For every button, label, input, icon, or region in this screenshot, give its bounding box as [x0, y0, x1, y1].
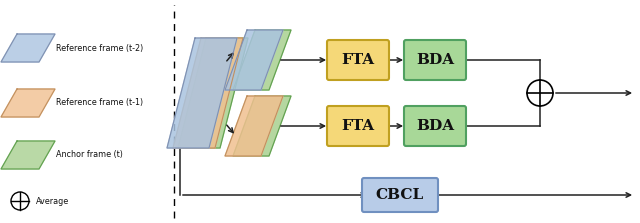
Polygon shape — [167, 38, 237, 148]
Text: CBCL: CBCL — [376, 188, 424, 202]
Polygon shape — [225, 96, 283, 156]
Polygon shape — [173, 38, 243, 148]
FancyBboxPatch shape — [327, 106, 389, 146]
Polygon shape — [233, 96, 291, 156]
Polygon shape — [1, 89, 55, 117]
FancyBboxPatch shape — [404, 106, 466, 146]
Text: Reference frame (t-1): Reference frame (t-1) — [56, 99, 143, 107]
Polygon shape — [1, 141, 55, 169]
Text: FTA: FTA — [341, 53, 374, 67]
FancyBboxPatch shape — [327, 40, 389, 80]
Polygon shape — [233, 30, 291, 90]
Text: FTA: FTA — [341, 119, 374, 133]
Text: BDA: BDA — [416, 53, 454, 67]
Text: Reference frame (t-2): Reference frame (t-2) — [56, 43, 143, 52]
Text: BDA: BDA — [416, 119, 454, 133]
Polygon shape — [225, 30, 283, 90]
FancyBboxPatch shape — [362, 178, 438, 212]
Text: Average: Average — [36, 196, 69, 206]
FancyBboxPatch shape — [404, 40, 466, 80]
Polygon shape — [178, 38, 248, 148]
Polygon shape — [1, 34, 55, 62]
Text: Anchor frame (t): Anchor frame (t) — [56, 151, 123, 159]
